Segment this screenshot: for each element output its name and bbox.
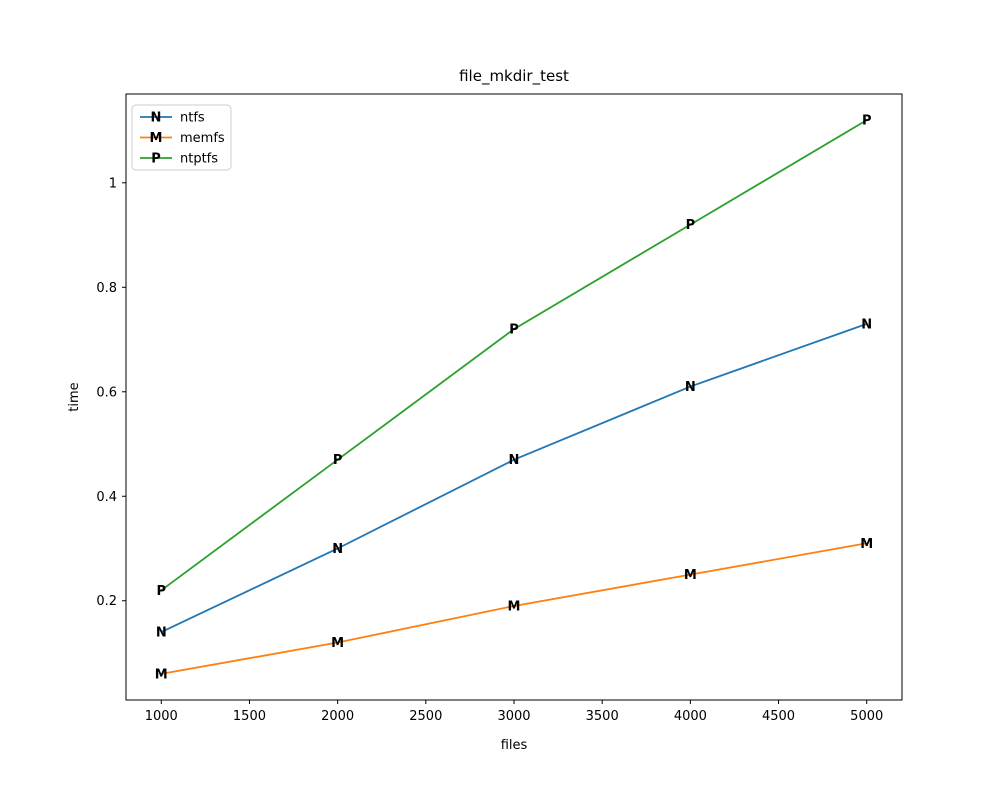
data-point-marker-ntfs: N [685,380,696,395]
y-tick-label: 0.6 [96,385,117,400]
x-tick-label: 2000 [321,709,354,724]
data-point-marker-ntptfs: P [333,453,343,468]
data-point-marker-memfs: M [684,568,697,583]
series-line-ntfs [160,323,868,633]
legend-marker-ntptfs: P [151,152,161,167]
data-point-marker-ntptfs: P [509,323,519,338]
series-lines: N N N N N M M M M M P P P P P [155,114,873,683]
x-axis-label: files [501,738,528,753]
x-tick-label: 5000 [850,709,883,724]
axes: 1000 1500 2000 2500 3000 3500 4000 4500 5000 0.2 0… [96,93,903,724]
legend-label-ntptfs: ntptfs [180,152,218,167]
y-tick-label: 1 [109,176,117,191]
data-point-marker-ntptfs: P [157,584,167,599]
x-tick-label: 1500 [233,709,266,724]
data-point-marker-ntfs: N [332,542,343,557]
x-tick-label: 3000 [497,709,530,724]
x-tick-label: 4000 [674,709,707,724]
x-tick-label: 3500 [586,709,619,724]
x-tick-label: 4500 [762,709,795,724]
data-point-marker-memfs: M [155,667,168,682]
data-point-marker-ntfs: N [861,317,872,332]
series-line-ntptfs [160,119,868,592]
legend-marker-memfs: M [150,131,163,146]
y-tick-label: 0.2 [96,594,117,609]
data-point-marker-ntptfs: P [686,218,696,233]
y-axis-label: time [67,382,82,411]
data-point-marker-memfs: M [508,599,521,614]
data-point-marker-memfs: M [331,636,344,651]
legend-label-memfs: memfs [180,131,225,146]
legend-frame [131,104,232,171]
legend-label-ntfs: ntfs [180,111,205,126]
y-tick-label: 0.8 [96,281,117,296]
y-tick-label: 0.4 [96,490,117,505]
data-point-marker-ntptfs: P [862,114,872,129]
chart-title: file_mkdir_test [459,67,569,86]
series-line-memfs [161,542,867,675]
legend-marker-ntfs: N [151,111,162,126]
data-point-marker-ntfs: N [156,626,167,641]
data-point-marker-ntfs: N [509,453,520,468]
x-tick-label: 1000 [145,709,178,724]
x-tick-label: 2500 [409,709,442,724]
data-point-marker-memfs: M [860,537,873,552]
